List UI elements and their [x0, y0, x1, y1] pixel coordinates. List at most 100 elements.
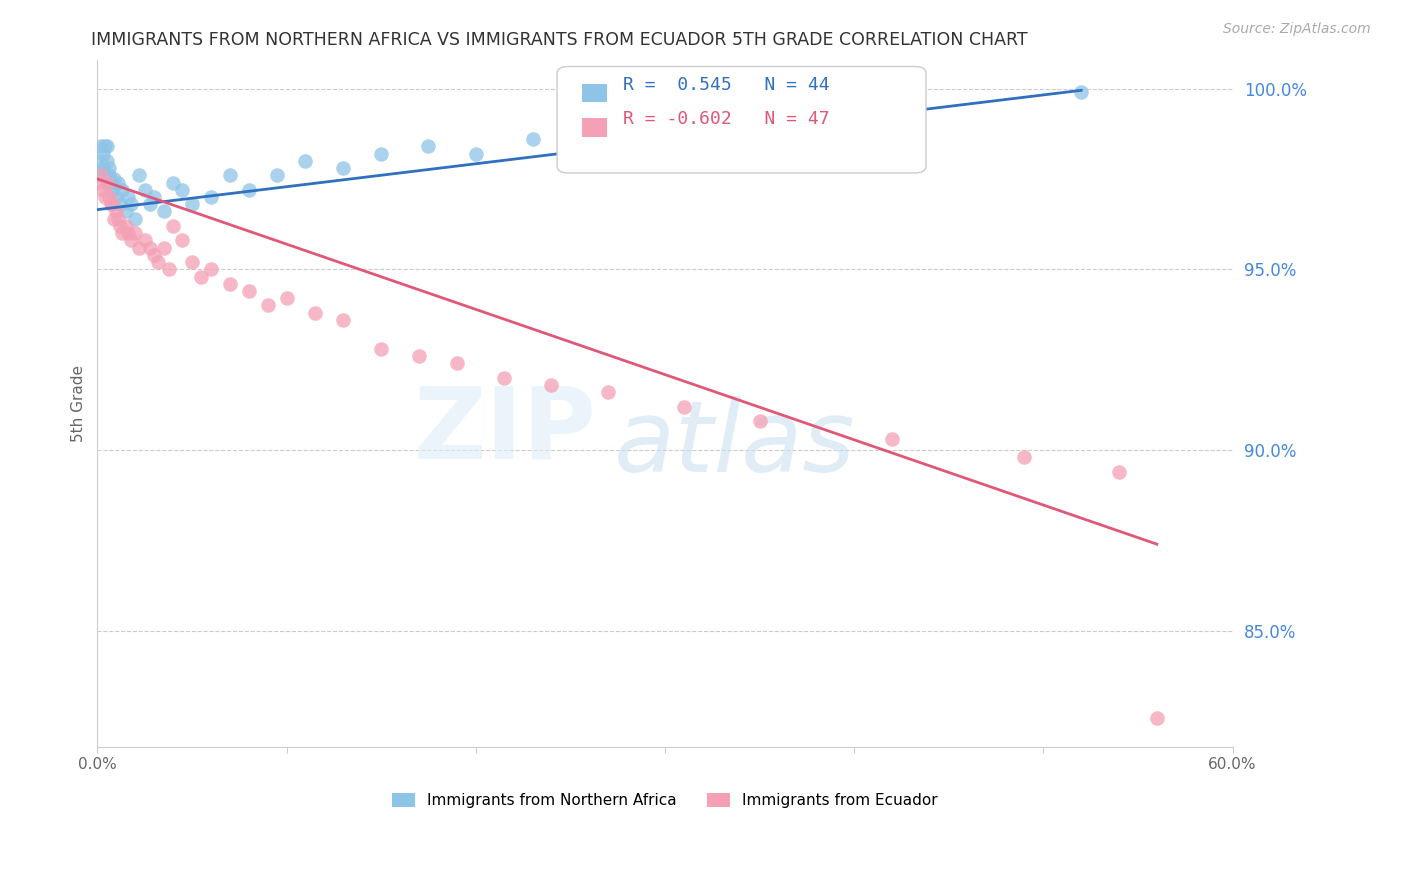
Point: [128, 169, 150, 183]
Point: [107, 211, 129, 226]
Point: [172, 234, 194, 248]
Point: [91, 146, 114, 161]
Point: [218, 169, 240, 183]
Point: [124, 226, 146, 240]
Point: [108, 219, 131, 233]
Point: [540, 378, 562, 392]
Point: [100, 176, 122, 190]
Point: [162, 219, 184, 233]
Point: [114, 204, 136, 219]
Point: [880, 432, 903, 446]
Point: [107, 176, 129, 190]
Point: [143, 190, 166, 204]
Point: [94, 190, 117, 204]
Point: [124, 211, 146, 226]
Point: [256, 298, 278, 312]
Point: [120, 197, 142, 211]
Point: [128, 241, 150, 255]
Point: [97, 169, 120, 183]
Point: [522, 132, 544, 146]
Point: [1014, 450, 1036, 465]
Y-axis label: 5th Grade: 5th Grade: [72, 365, 86, 442]
Point: [238, 284, 260, 298]
Point: [494, 371, 516, 385]
Point: [97, 190, 120, 204]
Point: [134, 234, 156, 248]
Point: [90, 169, 112, 183]
Point: [152, 204, 174, 219]
Text: atlas: atlas: [614, 396, 855, 493]
Legend: Immigrants from Northern Africa, Immigrants from Ecuador: Immigrants from Northern Africa, Immigra…: [385, 788, 943, 814]
Point: [730, 103, 752, 118]
Point: [446, 356, 468, 370]
FancyBboxPatch shape: [582, 84, 607, 103]
Point: [120, 234, 142, 248]
Point: [1146, 711, 1168, 725]
Point: [152, 241, 174, 255]
Point: [304, 306, 326, 320]
Point: [598, 385, 620, 400]
Point: [97, 161, 120, 175]
Point: [200, 262, 222, 277]
Point: [96, 139, 118, 153]
Point: [370, 342, 392, 356]
Point: [105, 190, 128, 204]
Point: [218, 277, 240, 291]
Point: [90, 139, 112, 153]
Point: [157, 262, 180, 277]
Point: [294, 153, 316, 168]
Point: [96, 176, 118, 190]
FancyBboxPatch shape: [582, 119, 607, 136]
Point: [111, 183, 134, 197]
Point: [181, 197, 204, 211]
Point: [103, 172, 125, 186]
Text: Source: ZipAtlas.com: Source: ZipAtlas.com: [1223, 22, 1371, 37]
Point: [89, 176, 111, 190]
Point: [101, 197, 124, 211]
Point: [114, 219, 136, 233]
Point: [1070, 85, 1092, 99]
Point: [238, 183, 260, 197]
Text: R =  0.545   N = 44: R = 0.545 N = 44: [623, 76, 830, 94]
Text: R = -0.602   N = 47: R = -0.602 N = 47: [623, 111, 830, 128]
Point: [111, 226, 134, 240]
Point: [90, 153, 112, 168]
Point: [464, 146, 486, 161]
Text: ZIP: ZIP: [413, 382, 596, 479]
Point: [408, 349, 430, 363]
Point: [172, 183, 194, 197]
Point: [100, 197, 122, 211]
Text: IMMIGRANTS FROM NORTHERN AFRICA VS IMMIGRANTS FROM ECUADOR 5TH GRADE CORRELATION: IMMIGRANTS FROM NORTHERN AFRICA VS IMMIG…: [91, 31, 1028, 49]
Point: [96, 153, 118, 168]
Point: [672, 400, 695, 414]
Point: [654, 111, 676, 125]
Point: [1108, 465, 1130, 479]
Point: [578, 118, 600, 132]
Point: [134, 183, 156, 197]
Point: [94, 169, 117, 183]
Point: [190, 269, 212, 284]
Point: [89, 169, 111, 183]
Point: [91, 161, 114, 175]
Point: [418, 139, 440, 153]
Point: [370, 146, 392, 161]
Point: [91, 183, 114, 197]
Point: [139, 241, 162, 255]
Point: [276, 291, 298, 305]
Point: [105, 204, 128, 219]
Point: [332, 313, 354, 327]
Point: [103, 211, 125, 226]
Point: [266, 169, 288, 183]
FancyBboxPatch shape: [557, 67, 927, 173]
Point: [108, 197, 131, 211]
Point: [162, 176, 184, 190]
Point: [139, 197, 162, 211]
Point: [101, 183, 124, 197]
Point: [143, 248, 166, 262]
Point: [200, 190, 222, 204]
Point: [146, 255, 169, 269]
Point: [181, 255, 204, 269]
Point: [117, 190, 139, 204]
Point: [748, 414, 770, 428]
Point: [117, 226, 139, 240]
